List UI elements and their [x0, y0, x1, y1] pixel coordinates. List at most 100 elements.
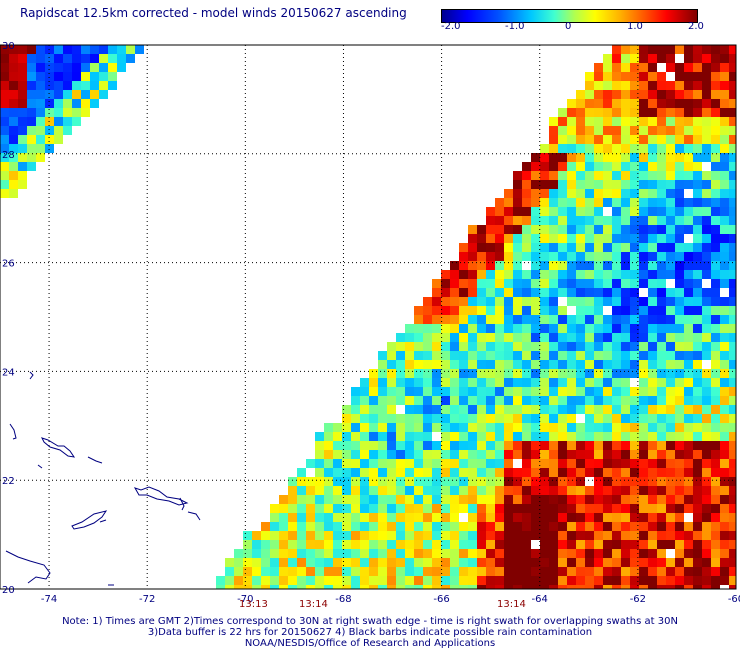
wind-cell [648, 558, 657, 567]
wind-cell [504, 351, 513, 360]
wind-cell [603, 216, 612, 225]
wind-cell [612, 180, 621, 189]
wind-cell [549, 333, 558, 342]
wind-cell [729, 162, 736, 171]
wind-cell [450, 315, 459, 324]
wind-cell [621, 270, 630, 279]
wind-cell [711, 396, 720, 405]
wind-cell [486, 405, 495, 414]
wind-cell [711, 495, 720, 504]
wind-cell [693, 342, 702, 351]
wind-cell [522, 162, 531, 171]
wind-cell [603, 531, 612, 540]
wind-cell [693, 423, 702, 432]
wind-cell [666, 441, 675, 450]
wind-cell [108, 81, 117, 90]
wind-cell [639, 81, 648, 90]
wind-cell [657, 378, 666, 387]
wind-cell [711, 270, 720, 279]
wind-cell [315, 459, 324, 468]
wind-cell [657, 72, 666, 81]
wind-cell [9, 171, 18, 180]
wind-cell [576, 90, 585, 99]
wind-cell [594, 72, 603, 81]
wind-cell [441, 513, 450, 522]
wind-cell [648, 225, 657, 234]
wind-cell [441, 531, 450, 540]
wind-cell [378, 468, 387, 477]
wind-cell [27, 117, 36, 126]
wind-cell [477, 495, 486, 504]
wind-cell [99, 90, 108, 99]
wind-cell [306, 513, 315, 522]
wind-cell [693, 468, 702, 477]
wind-cell [558, 198, 567, 207]
wind-cell [648, 360, 657, 369]
wind-cell [18, 144, 27, 153]
wind-cell [621, 135, 630, 144]
wind-cell [720, 45, 729, 54]
wind-cell [621, 198, 630, 207]
wind-cell [423, 459, 432, 468]
wind-cell [693, 162, 702, 171]
wind-cell [594, 558, 603, 567]
wind-cell [576, 351, 585, 360]
wind-cell [648, 513, 657, 522]
wind-cell [63, 54, 72, 63]
wind-cell [540, 342, 549, 351]
wind-cell [261, 531, 270, 540]
wind-cell [666, 477, 675, 486]
wind-cell [693, 558, 702, 567]
wind-cell [522, 378, 531, 387]
wind-cell [639, 189, 648, 198]
wind-cell [720, 261, 729, 270]
wind-cell [315, 450, 324, 459]
wind-cell [603, 504, 612, 513]
wind-cell [504, 198, 513, 207]
wind-cell [603, 432, 612, 441]
wind-cell [729, 432, 736, 441]
wind-cell [360, 378, 369, 387]
wind-cell [720, 558, 729, 567]
wind-cell [387, 576, 396, 585]
wind-cell [468, 558, 477, 567]
wind-cell [54, 99, 63, 108]
wind-cell [495, 342, 504, 351]
wind-cell [612, 126, 621, 135]
wind-cell [729, 585, 736, 589]
wind-cell [702, 423, 711, 432]
wind-cell [459, 360, 468, 369]
wind-cell [405, 387, 414, 396]
wind-cell [270, 513, 279, 522]
wind-cell [513, 297, 522, 306]
wind-cell [621, 423, 630, 432]
wind-cell [567, 252, 576, 261]
wind-cell [639, 369, 648, 378]
wind-cell [684, 180, 693, 189]
wind-cell [450, 567, 459, 576]
wind-cell [324, 441, 333, 450]
wind-cell [360, 396, 369, 405]
colorbar-tick: 2.0 [688, 21, 704, 32]
wind-cell [522, 252, 531, 261]
wind-cell [0, 135, 9, 144]
wind-cell [495, 306, 504, 315]
wind-cell [711, 369, 720, 378]
wind-cell [486, 495, 495, 504]
wind-cell [441, 369, 450, 378]
wind-cell [54, 63, 63, 72]
wind-cell [576, 117, 585, 126]
wind-cell [522, 351, 531, 360]
wind-cell [621, 288, 630, 297]
wind-cell [396, 567, 405, 576]
wind-cell [324, 522, 333, 531]
wind-cell [675, 423, 684, 432]
wind-cell [630, 396, 639, 405]
wind-cell [396, 441, 405, 450]
wind-cell [252, 567, 261, 576]
wind-cell [135, 45, 144, 54]
wind-cell [486, 432, 495, 441]
wind-cell [90, 45, 99, 54]
wind-cell [720, 234, 729, 243]
